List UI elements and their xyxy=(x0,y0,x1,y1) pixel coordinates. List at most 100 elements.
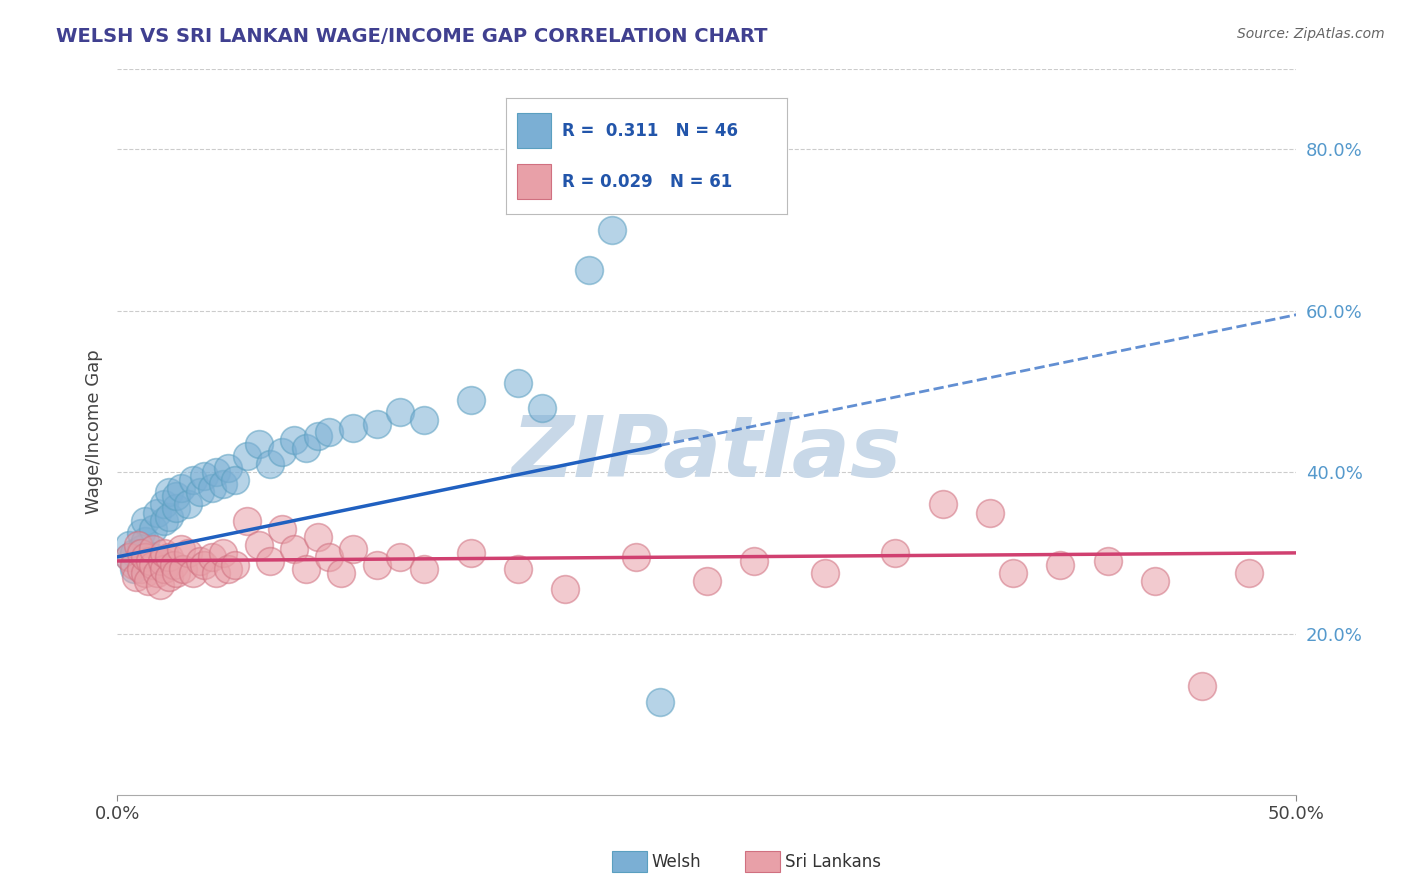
Point xyxy=(295,441,318,455)
Point xyxy=(217,562,239,576)
Point xyxy=(177,498,200,512)
Point xyxy=(134,549,156,564)
Point xyxy=(624,549,647,564)
Point xyxy=(193,469,215,483)
Point xyxy=(530,401,553,415)
Point xyxy=(648,695,671,709)
Point xyxy=(307,530,329,544)
Point xyxy=(318,549,340,564)
Point xyxy=(1143,574,1166,588)
Point xyxy=(177,546,200,560)
Point xyxy=(136,574,159,588)
Point xyxy=(188,485,211,500)
Point xyxy=(814,566,837,580)
Point xyxy=(118,549,141,564)
Point xyxy=(224,473,246,487)
Bar xyxy=(517,113,551,148)
Point xyxy=(165,566,187,580)
Point xyxy=(122,546,145,560)
Point xyxy=(134,514,156,528)
Point xyxy=(172,562,194,576)
Point xyxy=(122,558,145,572)
Point xyxy=(318,425,340,439)
Point xyxy=(153,546,176,560)
Point xyxy=(134,533,156,548)
Point xyxy=(696,574,718,588)
Point xyxy=(1191,679,1213,693)
Point xyxy=(247,538,270,552)
Point xyxy=(271,522,294,536)
Point xyxy=(129,554,152,568)
Point xyxy=(578,263,600,277)
Point xyxy=(146,506,169,520)
Point xyxy=(742,554,765,568)
Point xyxy=(118,538,141,552)
Point xyxy=(1097,554,1119,568)
Point xyxy=(146,566,169,580)
Point xyxy=(142,522,165,536)
Point xyxy=(506,562,529,576)
Point xyxy=(1002,566,1025,580)
Point xyxy=(342,421,364,435)
Point xyxy=(122,562,145,576)
Point xyxy=(125,570,148,584)
Point xyxy=(412,412,434,426)
Point xyxy=(259,457,281,471)
Point xyxy=(142,558,165,572)
Point xyxy=(170,481,193,495)
Point xyxy=(200,549,222,564)
Point xyxy=(212,546,235,560)
Point xyxy=(554,582,576,597)
Point xyxy=(217,461,239,475)
Point xyxy=(366,417,388,431)
Point xyxy=(506,376,529,391)
Point xyxy=(205,465,228,479)
Point xyxy=(247,437,270,451)
Text: R =  0.311   N = 46: R = 0.311 N = 46 xyxy=(562,121,738,139)
Point xyxy=(181,473,204,487)
Point xyxy=(134,566,156,580)
Text: R = 0.029   N = 61: R = 0.029 N = 61 xyxy=(562,173,733,191)
Point xyxy=(165,501,187,516)
Point xyxy=(118,549,141,564)
Point xyxy=(129,546,152,560)
Point xyxy=(188,554,211,568)
Point xyxy=(283,433,305,447)
Point xyxy=(602,223,624,237)
Point xyxy=(200,481,222,495)
Point xyxy=(307,429,329,443)
Point xyxy=(1237,566,1260,580)
Text: ZIPatlas: ZIPatlas xyxy=(512,412,901,495)
Point xyxy=(389,404,412,418)
Point xyxy=(127,538,149,552)
Point xyxy=(224,558,246,572)
Y-axis label: Wage/Income Gap: Wage/Income Gap xyxy=(86,350,103,514)
Point xyxy=(153,514,176,528)
Bar xyxy=(517,164,551,199)
Text: Sri Lankans: Sri Lankans xyxy=(785,853,880,871)
Point xyxy=(139,554,162,568)
Point xyxy=(129,541,152,556)
Point xyxy=(295,562,318,576)
Point xyxy=(271,445,294,459)
Point xyxy=(412,562,434,576)
Point xyxy=(236,514,259,528)
Point xyxy=(389,549,412,564)
Point xyxy=(129,525,152,540)
Point xyxy=(165,489,187,503)
Point xyxy=(342,541,364,556)
Point xyxy=(142,541,165,556)
Point xyxy=(931,498,953,512)
Point xyxy=(157,570,180,584)
Point xyxy=(157,509,180,524)
Point xyxy=(157,485,180,500)
Point xyxy=(979,506,1001,520)
Point xyxy=(460,392,482,407)
Text: WELSH VS SRI LANKAN WAGE/INCOME GAP CORRELATION CHART: WELSH VS SRI LANKAN WAGE/INCOME GAP CORR… xyxy=(56,27,768,45)
Point xyxy=(163,558,186,572)
Point xyxy=(157,549,180,564)
Point xyxy=(884,546,907,560)
Point xyxy=(153,562,176,576)
Point xyxy=(150,554,173,568)
Point xyxy=(259,554,281,568)
